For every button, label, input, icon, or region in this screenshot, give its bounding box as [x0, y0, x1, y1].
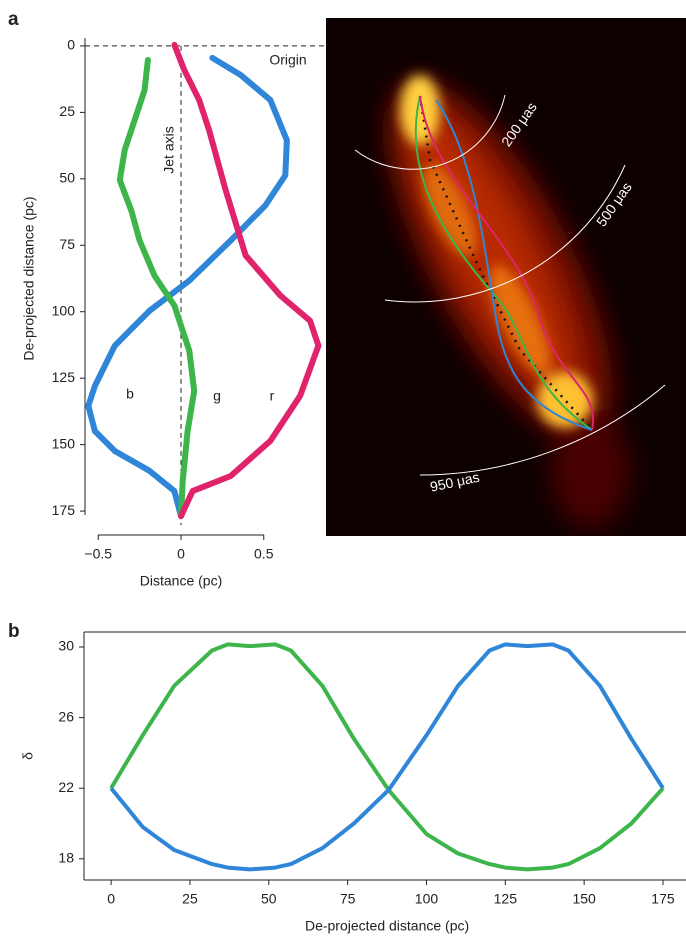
y-tick-label: 50 [59, 170, 75, 186]
x-axis-label: Distance (pc) [140, 573, 222, 589]
thread-line [85, 54, 290, 520]
y-tick-label: 26 [58, 708, 74, 724]
y-tick-label: 125 [52, 369, 76, 385]
y-tick-label: 175 [52, 502, 76, 518]
series-label: g [213, 388, 221, 404]
y-tick-label: 25 [59, 103, 75, 119]
panel-label: b [8, 621, 20, 642]
annotation: Origin [269, 52, 306, 68]
x-tick-label: 75 [340, 891, 356, 907]
x-tick-label: −0.5 [84, 546, 112, 562]
y-tick-label: 30 [58, 638, 74, 654]
x-tick-label: 0.5 [254, 546, 274, 562]
series-label: b [126, 386, 134, 402]
x-tick-label: 125 [494, 891, 518, 907]
y-tick-label: 75 [59, 236, 75, 252]
y-axis-label: δ [20, 752, 36, 760]
y-tick-label: 100 [52, 302, 76, 318]
panel-label: a [8, 9, 19, 30]
y-tick-label: 22 [58, 779, 74, 795]
x-axis-label: De-projected distance (pc) [305, 918, 469, 934]
thread-line [171, 41, 322, 520]
x-tick-label: 175 [651, 891, 675, 907]
thread-line [116, 57, 198, 520]
annotation: Jet axis [161, 126, 177, 173]
y-tick-label: 150 [52, 435, 76, 451]
x-tick-label: 150 [572, 891, 596, 907]
y-tick-label: 0 [67, 37, 75, 53]
series-label: r [270, 388, 275, 404]
x-tick-label: 100 [415, 891, 439, 907]
series-line [109, 642, 665, 872]
x-tick-label: 25 [182, 891, 198, 907]
series-line [109, 642, 665, 872]
x-tick-label: 0 [177, 546, 185, 562]
y-tick-label: 18 [58, 850, 74, 866]
y-axis-label: De-projected distance (pc) [21, 196, 37, 360]
x-tick-label: 50 [261, 891, 277, 907]
x-tick-label: 0 [107, 891, 115, 907]
image-panel [326, 18, 686, 536]
